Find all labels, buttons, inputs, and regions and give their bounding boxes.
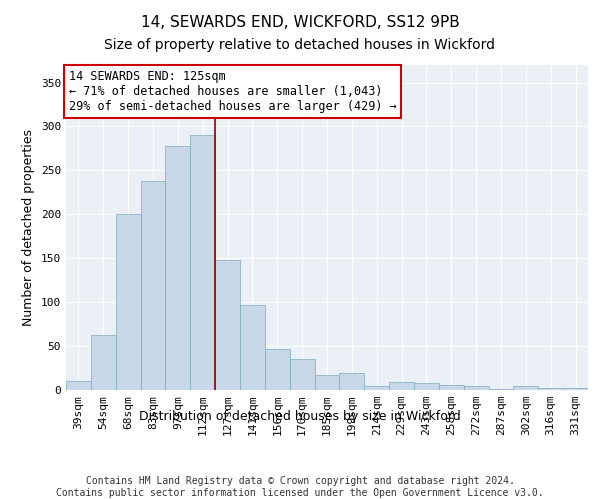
Text: 14, SEWARDS END, WICKFORD, SS12 9PB: 14, SEWARDS END, WICKFORD, SS12 9PB <box>140 15 460 30</box>
Bar <box>464 386 488 390</box>
Bar <box>116 214 140 390</box>
Bar <box>314 375 340 390</box>
Bar <box>340 374 364 390</box>
Bar <box>389 382 414 390</box>
Bar <box>290 360 314 390</box>
Bar <box>140 181 166 390</box>
Text: Size of property relative to detached houses in Wickford: Size of property relative to detached ho… <box>104 38 496 52</box>
Bar <box>91 334 116 390</box>
Bar <box>538 388 563 390</box>
Bar <box>265 348 290 390</box>
Text: Contains HM Land Registry data © Crown copyright and database right 2024.
Contai: Contains HM Land Registry data © Crown c… <box>56 476 544 498</box>
Bar <box>488 389 514 390</box>
Bar <box>166 146 190 390</box>
Y-axis label: Number of detached properties: Number of detached properties <box>22 129 35 326</box>
Bar <box>439 384 464 390</box>
Text: 14 SEWARDS END: 125sqm
← 71% of detached houses are smaller (1,043)
29% of semi-: 14 SEWARDS END: 125sqm ← 71% of detached… <box>68 70 397 113</box>
Bar <box>215 260 240 390</box>
Text: Distribution of detached houses by size in Wickford: Distribution of detached houses by size … <box>139 410 461 423</box>
Bar <box>514 386 538 390</box>
Bar <box>240 305 265 390</box>
Bar <box>66 381 91 390</box>
Bar <box>190 136 215 390</box>
Bar <box>563 388 588 390</box>
Bar <box>364 386 389 390</box>
Bar <box>414 383 439 390</box>
